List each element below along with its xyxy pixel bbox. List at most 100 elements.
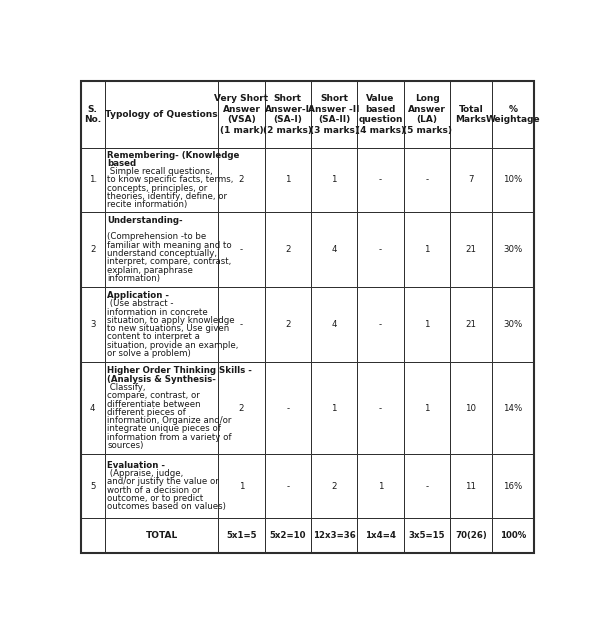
- Text: different pieces of: different pieces of: [107, 408, 186, 417]
- Text: 12x3=36: 12x3=36: [313, 531, 356, 540]
- Text: Application -: Application -: [107, 291, 169, 300]
- Text: 2: 2: [285, 320, 290, 329]
- Text: differentiate between: differentiate between: [107, 399, 201, 409]
- Text: familiar with meaning and to: familiar with meaning and to: [107, 241, 232, 250]
- Bar: [218, 518, 265, 553]
- Bar: [105, 518, 218, 553]
- Text: (Comprehension -to be: (Comprehension -to be: [107, 232, 206, 242]
- Text: 1: 1: [331, 175, 337, 185]
- Bar: [105, 148, 218, 212]
- Text: understand conceptually,: understand conceptually,: [107, 249, 217, 258]
- Bar: [404, 81, 450, 148]
- Text: 2: 2: [90, 245, 95, 254]
- Text: 4: 4: [331, 320, 337, 329]
- Text: 10: 10: [466, 404, 476, 413]
- Text: Simple recall questions,: Simple recall questions,: [107, 167, 213, 176]
- Text: S.
No.: S. No.: [84, 105, 101, 125]
- Text: 4: 4: [90, 404, 95, 413]
- Bar: [265, 212, 311, 287]
- Bar: [358, 81, 404, 148]
- Text: 21: 21: [466, 320, 476, 329]
- Bar: [311, 362, 358, 454]
- Bar: [80, 81, 105, 148]
- Text: 1: 1: [424, 404, 430, 413]
- Text: %
Weightage: % Weightage: [485, 105, 541, 125]
- Text: information in concrete: information in concrete: [107, 307, 208, 317]
- Text: concepts, principles, or: concepts, principles, or: [107, 183, 208, 193]
- Text: -: -: [425, 481, 428, 491]
- Text: 1.: 1.: [89, 175, 97, 185]
- Text: 1: 1: [378, 481, 383, 491]
- Bar: [80, 212, 105, 287]
- Bar: [404, 287, 450, 362]
- Text: 2: 2: [239, 175, 244, 185]
- Text: 30%: 30%: [503, 320, 523, 329]
- Bar: [404, 148, 450, 212]
- Text: 7: 7: [468, 175, 473, 185]
- Bar: [311, 518, 358, 553]
- Bar: [491, 362, 535, 454]
- Text: 2: 2: [331, 481, 337, 491]
- Bar: [450, 518, 491, 553]
- Bar: [358, 362, 404, 454]
- Bar: [404, 212, 450, 287]
- Text: 1: 1: [285, 175, 290, 185]
- Text: interpret, compare, contrast,: interpret, compare, contrast,: [107, 257, 232, 266]
- Bar: [80, 362, 105, 454]
- Text: 16%: 16%: [503, 481, 523, 491]
- Text: Higher Order Thinking Skills -: Higher Order Thinking Skills -: [107, 366, 252, 376]
- Text: 1: 1: [424, 245, 430, 254]
- Bar: [105, 454, 218, 518]
- Bar: [450, 148, 491, 212]
- Text: 4: 4: [331, 245, 337, 254]
- Bar: [265, 287, 311, 362]
- Text: 5: 5: [90, 481, 95, 491]
- Text: theories, identify, define, or: theories, identify, define, or: [107, 192, 227, 201]
- Text: Remembering- (Knowledge: Remembering- (Knowledge: [107, 151, 239, 160]
- Text: based: based: [107, 159, 136, 168]
- Text: 2: 2: [239, 404, 244, 413]
- Bar: [311, 212, 358, 287]
- Text: information): information): [107, 274, 160, 283]
- Text: -: -: [379, 245, 382, 254]
- Bar: [311, 148, 358, 212]
- Text: situation, to apply knowledge: situation, to apply knowledge: [107, 316, 235, 325]
- Bar: [265, 454, 311, 518]
- Text: -: -: [286, 404, 289, 413]
- Bar: [80, 287, 105, 362]
- Bar: [218, 212, 265, 287]
- Bar: [450, 362, 491, 454]
- Text: situation, provide an example,: situation, provide an example,: [107, 341, 238, 350]
- Bar: [491, 518, 535, 553]
- Bar: [450, 454, 491, 518]
- Text: information from a variety of: information from a variety of: [107, 433, 232, 442]
- Bar: [450, 212, 491, 287]
- Bar: [311, 81, 358, 148]
- Bar: [404, 454, 450, 518]
- Text: content to interpret a: content to interpret a: [107, 332, 200, 341]
- Text: compare, contrast, or: compare, contrast, or: [107, 391, 200, 400]
- Bar: [311, 454, 358, 518]
- Bar: [218, 362, 265, 454]
- Text: and/or justify the value or: and/or justify the value or: [107, 478, 219, 486]
- Bar: [105, 362, 218, 454]
- Bar: [218, 148, 265, 212]
- Text: 2: 2: [285, 245, 290, 254]
- Text: sources): sources): [107, 441, 143, 450]
- Bar: [358, 212, 404, 287]
- Bar: [218, 454, 265, 518]
- Text: outcome, or to predict: outcome, or to predict: [107, 494, 203, 503]
- Bar: [404, 362, 450, 454]
- Bar: [358, 518, 404, 553]
- Text: 1: 1: [331, 404, 337, 413]
- Text: (Appraise, judge,: (Appraise, judge,: [107, 470, 184, 478]
- Text: (Use abstract -: (Use abstract -: [107, 299, 173, 308]
- Text: 3x5=15: 3x5=15: [409, 531, 445, 540]
- Text: -: -: [240, 245, 243, 254]
- Bar: [80, 518, 105, 553]
- Text: 10%: 10%: [503, 175, 523, 185]
- Text: worth of a decision or: worth of a decision or: [107, 486, 201, 495]
- Text: 1x4=4: 1x4=4: [365, 531, 396, 540]
- Text: 14%: 14%: [503, 404, 523, 413]
- Bar: [358, 287, 404, 362]
